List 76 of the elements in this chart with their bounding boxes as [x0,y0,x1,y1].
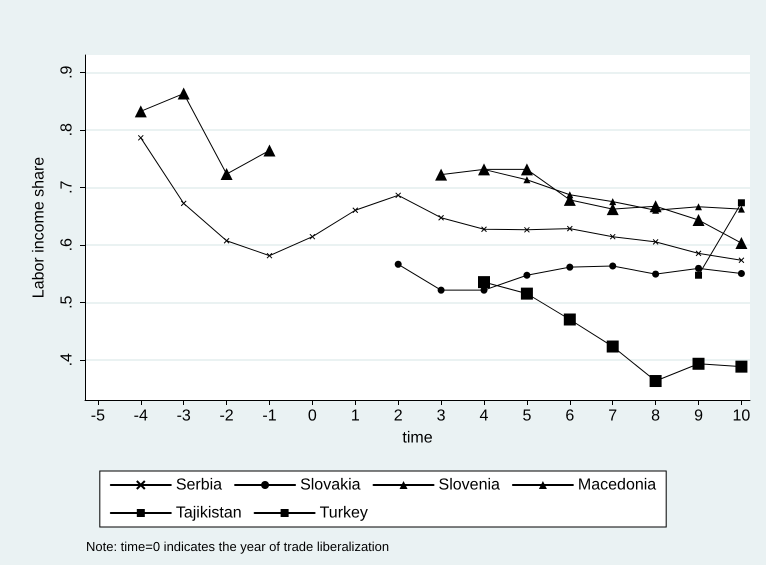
x-tick-label: 0 [308,408,317,424]
point [266,252,272,259]
point [695,264,702,272]
y-axis-title: Labor income share [30,156,48,298]
point [138,134,144,141]
point [566,264,574,271]
point [609,262,616,270]
point [738,257,744,264]
point [609,198,616,206]
text: Note: time=0 indicates the year of trade liberalization [86,539,390,554]
y-tick-label: .7 [58,180,76,194]
point [309,234,316,240]
legend-label: Tajikistan [176,504,242,522]
point [696,250,702,256]
x-tick-label: 3 [436,408,446,424]
point [481,226,487,232]
point [523,176,530,184]
point [650,200,662,212]
y-tick-label: .8 [58,122,76,136]
x-tick-label: 5 [522,408,532,424]
x-tick-label: -5 [90,408,106,424]
point [695,203,702,210]
point [438,214,444,221]
point [180,200,187,206]
y-tick-label: .5 [58,295,76,309]
point [395,192,402,198]
x-tick-label: -1 [262,408,277,424]
point [566,226,573,232]
point [650,375,662,388]
point [478,276,490,288]
x-tick-label: 1 [350,408,360,424]
point [564,314,576,326]
y-tick-label: .6 [58,238,76,252]
point [652,238,659,245]
point [735,360,748,373]
point [692,214,705,226]
y-tick-label: .4 [58,352,76,366]
point [738,206,745,213]
point [606,340,619,353]
legend-label: Slovakia [300,476,361,494]
x-tick-label: 4 [480,408,489,424]
point [134,105,147,118]
y-tick-label: .9 [58,65,76,79]
point [735,237,748,250]
x-tick-label: -2 [219,408,234,424]
point [610,234,616,240]
legend-label: Turkey [320,504,368,522]
point [692,358,705,370]
point [263,144,276,156]
point [224,238,230,244]
legend-label: Macedonia [578,476,656,494]
x-tick-label: 7 [608,408,618,424]
point [520,163,533,176]
x-tick-label: 9 [694,408,704,424]
x-tick-label: -4 [134,408,148,424]
point [352,207,358,214]
point [438,286,445,294]
x-tick-label: 2 [394,408,403,424]
x-tick-label: -3 [176,408,191,424]
point [394,260,402,268]
point [652,270,660,278]
point [738,270,745,277]
x-tick-label: 6 [565,408,574,424]
point [220,168,233,180]
point [523,272,530,279]
x-axis-title: time [402,430,433,446]
point [524,226,530,233]
x-tick-label: 8 [651,408,660,424]
point [695,272,702,279]
point [738,199,745,206]
point [520,288,533,300]
legend-label: Slovenia [438,476,500,494]
point [178,88,190,100]
point [435,168,448,181]
x-tick-label: 10 [732,408,750,424]
legend-label: Serbia [176,476,222,494]
